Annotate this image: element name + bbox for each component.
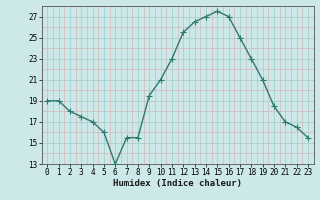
X-axis label: Humidex (Indice chaleur): Humidex (Indice chaleur): [113, 179, 242, 188]
